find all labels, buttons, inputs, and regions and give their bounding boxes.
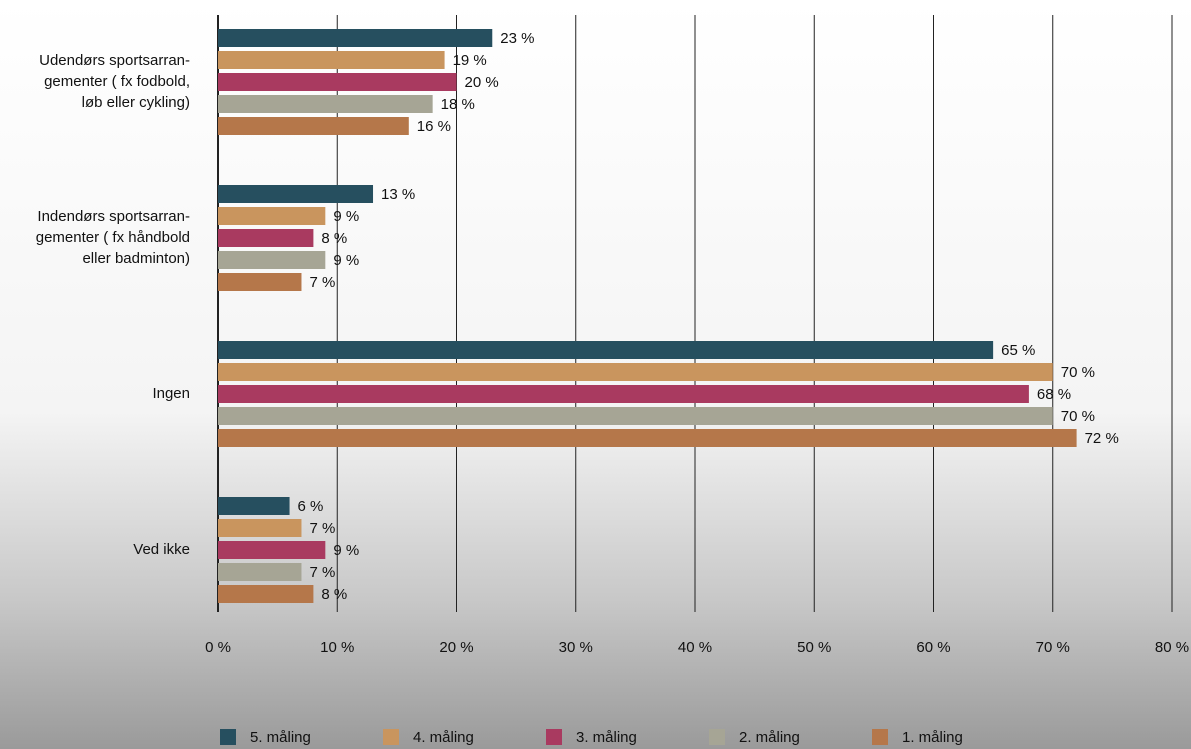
category-label: Udendørs sportsarran-gementer ( fx fodbo… [39,52,190,111]
x-tick-label: 50 % [797,639,831,656]
bar [218,363,1053,381]
category-label: Ved ikke [133,541,190,558]
category-label: Ingen [152,385,190,402]
value-label: 13 % [381,186,415,203]
bar [218,519,302,537]
bar [218,29,493,47]
x-tick-label: 20 % [439,639,473,656]
value-label: 7 % [309,520,335,537]
bar [218,95,433,113]
bar [218,497,290,515]
category-label: Indendørs sportsarran-gementer ( fx hånd… [36,208,190,267]
legend-swatch [709,729,725,745]
x-tick-label: 80 % [1155,639,1189,656]
value-label: 8 % [321,586,347,603]
value-label: 18 % [441,96,475,113]
legend-swatch [383,729,399,745]
value-label: 9 % [333,252,359,269]
legend-label: 3. måling [576,729,637,746]
value-label: 16 % [417,118,451,135]
bar [218,541,326,559]
bar [218,563,302,581]
value-label: 23 % [500,30,534,47]
bar [218,117,409,135]
value-label: 20 % [465,74,499,91]
bar [218,229,314,247]
legend-label: 5. måling [250,729,311,746]
value-label: 70 % [1061,364,1095,381]
bar [218,273,302,291]
value-label: 7 % [309,564,335,581]
x-tick-label: 0 % [205,639,231,656]
bar [218,185,374,203]
x-tick-label: 10 % [320,639,354,656]
legend-label: 2. måling [739,729,800,746]
bar [218,385,1029,403]
bar [218,207,326,225]
bar [218,73,457,91]
value-label: 7 % [309,274,335,291]
bar [218,251,326,269]
value-label: 6 % [298,498,324,515]
bar [218,341,994,359]
bar [218,585,314,603]
legend-swatch [546,729,562,745]
value-label: 72 % [1085,430,1119,447]
value-label: 68 % [1037,386,1071,403]
value-label: 19 % [453,52,487,69]
value-label: 70 % [1061,408,1095,425]
x-tick-label: 40 % [678,639,712,656]
value-label: 65 % [1001,342,1035,359]
legend-label: 1. måling [902,729,963,746]
legend-label: 4. måling [413,729,474,746]
bar [218,429,1077,447]
value-label: 8 % [321,230,347,247]
legend-swatch [220,729,236,745]
value-label: 9 % [333,208,359,225]
x-tick-label: 60 % [916,639,950,656]
value-label: 9 % [333,542,359,559]
bar [218,51,445,69]
bar [218,407,1053,425]
x-tick-label: 30 % [559,639,593,656]
legend-swatch [872,729,888,745]
x-tick-label: 70 % [1036,639,1070,656]
